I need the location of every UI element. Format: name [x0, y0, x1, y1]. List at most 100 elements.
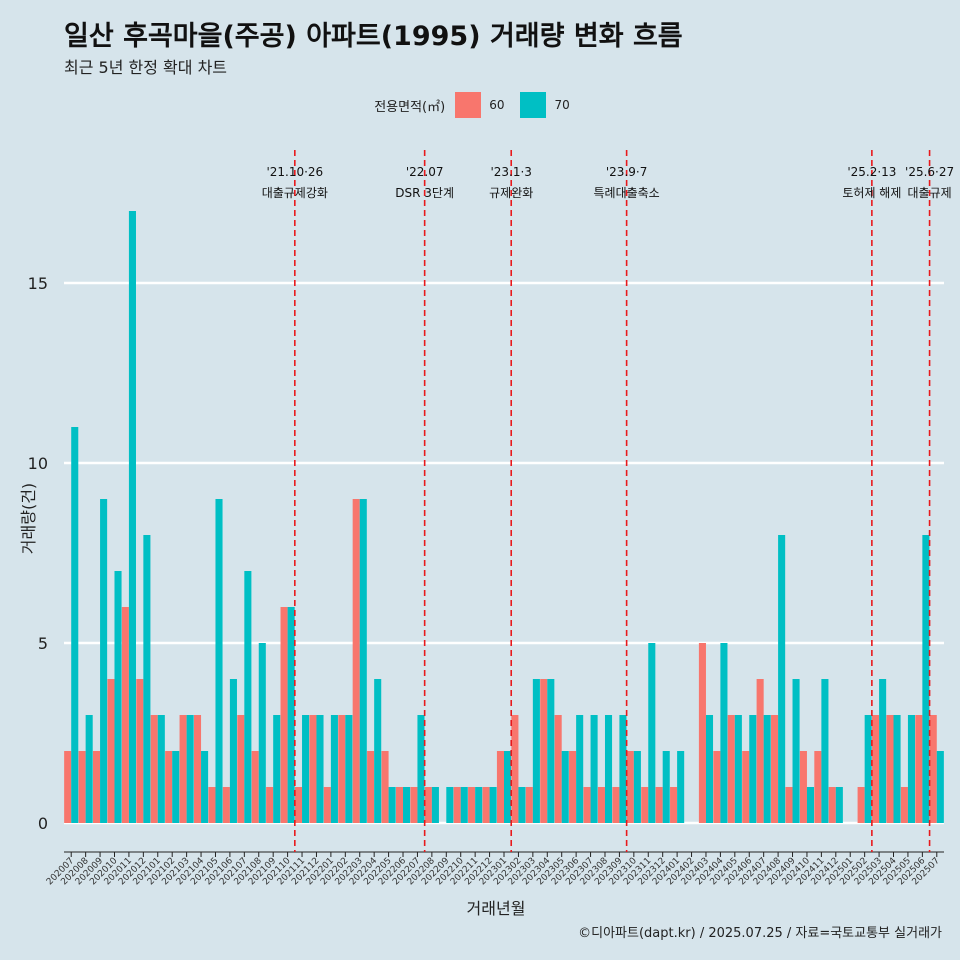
caption: ©디아파트(dapt.kr) / 2025.07.25 / 자료=국토교통부 실…	[578, 926, 942, 941]
bar-60	[511, 715, 519, 823]
bar-70	[677, 751, 685, 823]
bar-60	[136, 679, 144, 823]
bar-70	[504, 751, 512, 823]
bar-60	[165, 751, 173, 823]
bar-60	[886, 715, 894, 823]
chart-subtitle: 최근 5년 한정 확대 차트	[64, 58, 228, 77]
event-date-label: '21.10·26	[266, 165, 323, 179]
bar-70	[720, 643, 728, 823]
bar-60	[872, 715, 880, 823]
bar-70	[705, 715, 714, 823]
bar-60	[814, 751, 822, 823]
bar-70	[922, 535, 930, 823]
bar-60	[929, 715, 937, 823]
bar-70	[258, 643, 266, 823]
bar-70	[273, 715, 281, 823]
bar-70	[532, 679, 540, 823]
bar-60	[121, 607, 129, 823]
bar-60	[525, 787, 533, 823]
bar-60	[641, 787, 649, 823]
bar-70	[403, 787, 411, 823]
bar-70	[763, 715, 771, 823]
bar-70	[879, 679, 887, 823]
bar-70	[489, 787, 497, 823]
bar-70	[590, 715, 598, 823]
bar-70	[201, 751, 209, 823]
bar-60	[92, 751, 101, 823]
bar-70	[518, 787, 526, 823]
bar-60	[857, 787, 865, 823]
bar-60	[727, 715, 735, 823]
bar-70	[287, 607, 295, 823]
bar-70	[907, 715, 916, 823]
bar-70	[561, 751, 569, 823]
bar-60	[468, 787, 476, 823]
bar-70	[806, 787, 815, 823]
event-date-label: '25.2·13	[847, 165, 896, 179]
bar-70	[100, 499, 108, 823]
legend-label-60: 60	[489, 98, 505, 112]
bar-60	[352, 499, 360, 823]
bar-60	[713, 751, 721, 823]
bar-70	[604, 715, 613, 823]
bar-70	[157, 715, 165, 823]
bar-70	[71, 427, 79, 823]
bar-70	[662, 751, 670, 823]
legend-title: 전용면적(㎡)	[374, 99, 446, 115]
bar-70	[330, 715, 338, 823]
bar-60	[294, 787, 303, 823]
bar-70	[547, 679, 555, 823]
bar-70	[821, 679, 829, 823]
bar-70	[143, 535, 151, 823]
bar-60	[828, 787, 836, 823]
bar-60	[424, 787, 432, 823]
bar-70	[475, 787, 483, 823]
bar-60	[280, 607, 288, 823]
bar-60	[107, 679, 115, 823]
bar-70	[576, 715, 584, 823]
legend-swatch-70	[520, 92, 547, 118]
event-label: 대출규제강화	[262, 186, 328, 200]
bar-70	[114, 571, 122, 823]
bar-60	[266, 787, 274, 823]
bar-70	[893, 715, 901, 823]
chart-title: 일산 후곡마을(주공) 아파트(1995) 거래량 변화 흐름	[64, 21, 683, 52]
bar-70	[864, 715, 872, 823]
bar-60	[237, 715, 245, 823]
bar-60	[64, 751, 72, 823]
bar-60	[251, 751, 259, 823]
bar-60	[179, 715, 187, 823]
bar-60	[799, 751, 807, 823]
y-tick-label: 0	[38, 814, 48, 833]
bar-60	[698, 643, 706, 823]
event-label: DSR 3단계	[395, 186, 454, 200]
bar-60	[338, 715, 346, 823]
bar-60	[583, 787, 591, 823]
y-tick-label: 15	[28, 274, 48, 293]
bar-70	[734, 715, 742, 823]
bar-70	[128, 211, 136, 823]
event-date-label: '22.07	[406, 165, 444, 179]
bar-70	[374, 679, 382, 823]
bar-70	[85, 715, 93, 823]
bar-70	[460, 787, 468, 823]
bar-60	[785, 787, 793, 823]
bar-60	[309, 715, 317, 823]
bar-70	[244, 571, 252, 823]
legend: 전용면적(㎡) 60 70	[0, 92, 960, 118]
bar-70	[446, 787, 454, 823]
bar-60	[756, 679, 764, 823]
bar-60	[208, 787, 216, 823]
bar-60	[410, 787, 418, 823]
event-date-label: '23.1·3	[490, 165, 531, 179]
y-axis-title: 거래량(건)	[19, 483, 38, 554]
bar-60	[597, 787, 605, 823]
bar-70	[792, 679, 800, 823]
y-tick-label: 10	[28, 454, 48, 473]
bar-60	[323, 787, 331, 823]
bar-70	[648, 643, 656, 823]
bar-70	[172, 751, 180, 823]
bar-60	[626, 751, 634, 823]
bar-60	[670, 787, 678, 823]
